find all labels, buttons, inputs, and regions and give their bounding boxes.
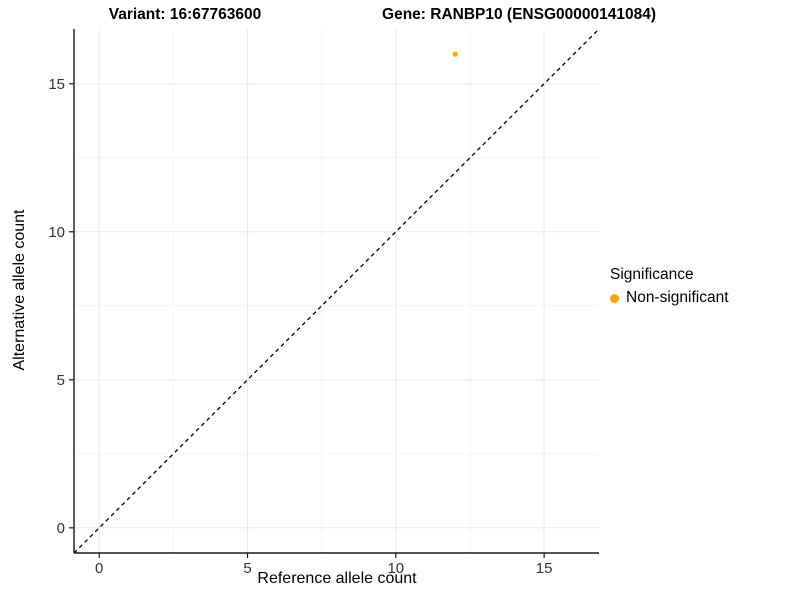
y-tick-label: 10	[48, 224, 65, 241]
x-tick-label: 0	[95, 560, 103, 577]
legend-entry-label: Non-significant	[626, 289, 729, 306]
legend: Significance Non-significant	[610, 266, 729, 307]
x-axis-title: Reference allele count	[257, 570, 417, 587]
x-tick-label: 5	[243, 560, 251, 577]
legend-point-icon	[610, 293, 619, 303]
y-tick-label: 15	[48, 76, 65, 93]
y-tick-label: 0	[57, 520, 65, 537]
variant-title: Variant: 16:67763600	[108, 6, 262, 23]
gene-title: Gene: RANBP10 (ENSG00000141084)	[382, 6, 656, 23]
y-axis-title: Alternative allele count	[11, 209, 28, 371]
data-point	[452, 51, 458, 57]
legend-title: Significance	[610, 266, 694, 283]
x-tick-label: 10	[387, 560, 404, 577]
legend-entry: Non-significant	[610, 289, 729, 307]
identity-reference-line	[73, 28, 600, 554]
legend-entries: Non-significant	[610, 289, 729, 307]
y-tick-label: 5	[57, 372, 65, 389]
x-tick-label: 15	[536, 560, 553, 577]
